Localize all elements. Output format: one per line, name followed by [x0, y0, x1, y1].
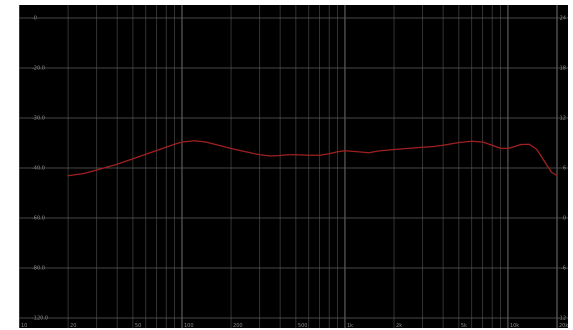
- y-tick-label: -40.0: [32, 166, 45, 172]
- x-tick-label: 10k: [510, 323, 519, 328]
- right-y-tick-label: -12: [558, 316, 566, 322]
- x-tick-label: 100: [184, 323, 194, 328]
- x-tick-label: 10: [21, 323, 27, 328]
- x-tick-label: 2k: [396, 323, 402, 328]
- y-tick-label: -80.0: [32, 266, 45, 272]
- right-y-tick-label: 6: [563, 166, 566, 172]
- x-tick-label: 20: [70, 323, 76, 328]
- x-tick-label: 50: [135, 323, 141, 328]
- right-y-tick-label: 18: [560, 66, 566, 72]
- y-tick-label: -120.0: [32, 316, 48, 322]
- grid: [19, 5, 568, 328]
- x-tick-label: 500: [298, 323, 308, 328]
- y-tick-label: -60.0: [32, 216, 45, 222]
- x-tick-label: 20k: [559, 323, 568, 328]
- x-tick-label: 1k: [347, 323, 353, 328]
- right-y-tick-label: 12: [560, 116, 566, 122]
- response-curve: [67, 140, 558, 177]
- tick-labels: -0 -20.0 -30.0 -40.0 -60.0 -80.0 -120.0 24 18 12 6…: [21, 16, 568, 329]
- plot-background: [19, 5, 568, 328]
- series-layer: [67, 140, 558, 177]
- chart-plot: -0 -20.0 -30.0 -40.0 -60.0 -80.0 -120.0 24 18 12 6…: [19, 5, 568, 328]
- y-tick-label: -20.0: [32, 66, 45, 72]
- x-tick-label: 200: [233, 323, 243, 328]
- right-y-tick-label: 24: [560, 16, 566, 22]
- right-y-tick-label: -6: [561, 266, 566, 272]
- y-tick-label: -30.0: [32, 116, 45, 122]
- x-tick-label: 5k: [461, 323, 467, 328]
- y-tick-label: -0: [32, 16, 37, 22]
- right-y-tick-label: 0: [563, 216, 566, 222]
